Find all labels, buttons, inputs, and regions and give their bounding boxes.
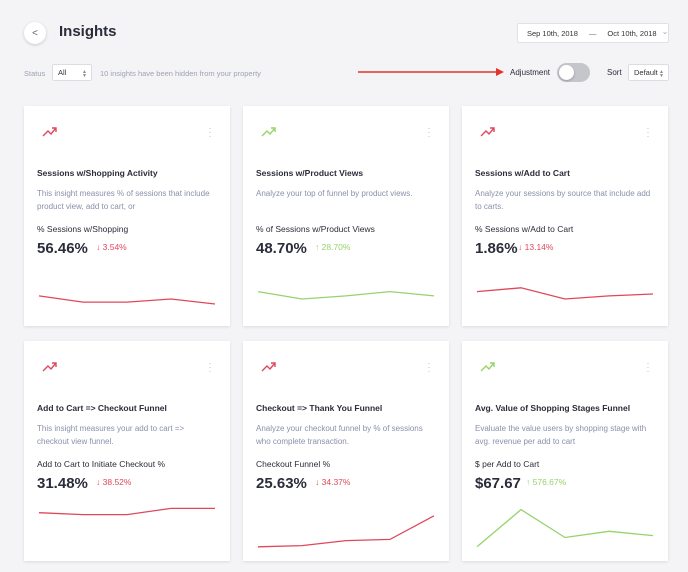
toggle-knob (559, 65, 574, 80)
date-start: Sep 10th, 2018 (527, 28, 578, 38)
date-range-picker[interactable]: Sep 10th, 2018 — Oct 10th, 2018 ⌄ (517, 23, 669, 43)
insight-card[interactable]: · · · Sessions w/Add to Cart Analyze your … (462, 106, 668, 326)
sparkline-series (38, 507, 215, 516)
delta-value: 576.67% (532, 477, 567, 487)
more-menu-icon[interactable]: · · · (646, 123, 650, 141)
trend-up-icon (480, 362, 495, 372)
sort-arrows-icon: ▲ ▼ (659, 69, 664, 79)
card-title: Sessions w/Product Views (256, 168, 364, 178)
delta-badge: ↓ 3.54% (96, 242, 127, 252)
delta-badge: ↓ 38.52% (96, 477, 131, 487)
sort-value: Default (634, 68, 658, 77)
metric-value: 31.48% (37, 475, 88, 492)
sort-arrows-icon: ▲ ▼ (82, 69, 87, 79)
more-menu-icon[interactable]: · · · (427, 123, 431, 141)
card-description: Analyze your sessions by source that inc… (475, 189, 651, 211)
sparkline-series (476, 287, 654, 300)
trend-up-icon (480, 127, 495, 137)
metric-label: $ per Add to Cart (475, 459, 540, 469)
page-title: Insights (59, 23, 117, 40)
more-menu-icon[interactable]: · · · (208, 123, 212, 141)
trend-arrow-icon: ↓ (315, 477, 320, 487)
sparkline (257, 515, 435, 548)
delta-value: 3.54% (102, 242, 127, 252)
metric-label: % of Sessions w/Product Views (256, 224, 375, 234)
date-separator: — (588, 28, 597, 38)
sparkline-series (257, 515, 435, 548)
delta-badge: ↑ 28.70% (315, 242, 350, 252)
sort-label: Sort (607, 68, 622, 77)
insight-card[interactable]: · · · Checkout => Thank You Funnel Analyze… (243, 341, 449, 561)
metric-value: 48.70% (256, 240, 307, 257)
insight-card[interactable]: · · · Sessions w/Product Views Analyze you… (243, 106, 449, 326)
adjustment-label: Adjustment (510, 68, 551, 77)
trend-arrow-icon: ↑ (526, 477, 531, 487)
metric-label: Checkout Funnel % (256, 459, 331, 469)
metric-value: 1.86% (475, 240, 518, 257)
delta-value: 38.52% (102, 477, 132, 487)
sparkline (476, 508, 654, 548)
insight-card[interactable]: · · · Avg. Value of Shopping Stages Funnel… (462, 341, 668, 561)
date-end: Oct 10th, 2018 (607, 28, 657, 38)
sparkline (476, 287, 654, 300)
trend-arrow-icon: ↑ (315, 242, 320, 252)
trend-arrow-icon: ↓ (518, 242, 523, 252)
more-menu-icon[interactable]: · · · (427, 358, 431, 376)
sort-select[interactable]: Default ▲ ▼ (628, 64, 669, 81)
delta-value: 13.14% (524, 242, 554, 252)
card-description: Analyze your top of funnel by product vi… (256, 189, 413, 198)
delta-badge: ↓ 34.37% (315, 477, 350, 487)
sparkline (38, 507, 215, 516)
more-menu-icon[interactable]: · · · (208, 358, 212, 376)
sparkline (38, 295, 216, 305)
trend-up-icon (42, 127, 57, 137)
delta-badge: ↑ 576.67% (526, 477, 566, 487)
card-title: Checkout => Thank You Funnel (256, 403, 383, 413)
hidden-insights-note: 10 insights have been hidden from your p… (100, 69, 261, 78)
back-button[interactable]: < (24, 22, 46, 44)
arrow-annotation-icon (358, 68, 504, 76)
card-title: Avg. Value of Shopping Stages Funnel (475, 403, 631, 413)
delta-badge: ↓ 13.14% (518, 242, 553, 252)
adjustment-toggle[interactable] (557, 63, 590, 82)
sparkline-series (38, 295, 216, 305)
sparkline-series (476, 508, 654, 548)
trend-arrow-icon: ↓ (96, 477, 101, 487)
card-description: Analyze your checkout funnel by % of ses… (256, 424, 423, 446)
sparkline (257, 290, 435, 300)
card-title: Sessions w/Shopping Activity (37, 168, 158, 178)
trend-up-icon (42, 362, 57, 372)
metric-label: % Sessions w/Add to Cart (475, 224, 574, 234)
trend-arrow-icon: ↓ (96, 242, 101, 252)
status-select[interactable]: All ▲ ▼ (52, 64, 92, 81)
metric-value: 56.46% (37, 240, 88, 257)
metric-label: Add to Cart to Initiate Checkout % (37, 459, 166, 469)
metric-value: $67.67 (475, 475, 521, 492)
delta-value: 34.37% (321, 477, 351, 487)
trend-up-icon (261, 127, 276, 137)
trend-up-icon (261, 362, 276, 372)
card-description: Evaluate the value users by shopping sta… (475, 424, 647, 446)
insight-card[interactable]: · · · Add to Cart => Checkout Funnel This … (24, 341, 230, 561)
metric-label: % Sessions w/Shopping (37, 224, 129, 234)
chevron-left-icon: < (32, 27, 38, 39)
status-value: All (58, 68, 67, 77)
card-description: This insight measures % of sessions that… (37, 189, 210, 211)
chevron-down-icon: ⌄ (661, 26, 669, 36)
card-title: Add to Cart => Checkout Funnel (37, 403, 167, 413)
delta-value: 28.70% (321, 242, 351, 252)
more-menu-icon[interactable]: · · · (646, 358, 650, 376)
status-label: Status (24, 69, 46, 78)
card-description: This insight measures your add to cart =… (37, 424, 185, 446)
card-title: Sessions w/Add to Cart (475, 168, 570, 178)
metric-value: 25.63% (256, 475, 307, 492)
sparkline-series (257, 290, 435, 300)
insight-card[interactable]: · · · Sessions w/Shopping Activity This in… (24, 106, 230, 326)
